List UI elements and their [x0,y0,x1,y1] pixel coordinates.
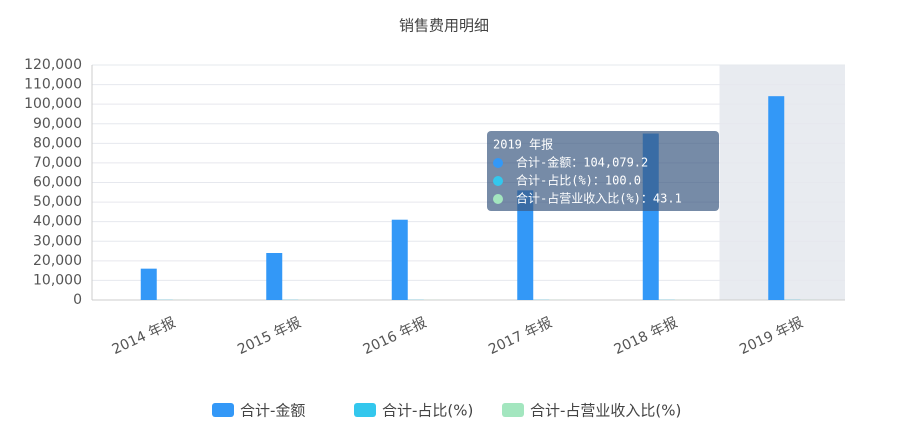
y-tick-label: 50,000 [33,194,82,210]
tooltip-line: 合计-占比(%)：100.0 [516,173,641,188]
tooltip-line: 合计-金额：104,079.2 [516,155,648,170]
tooltip-title: 2019 年报 [493,137,553,152]
legend-swatch [502,403,524,417]
y-tick-label: 80,000 [33,135,82,151]
tooltip-dot [493,194,503,204]
x-tick-label: 2019 年报 [737,315,805,358]
x-tick-label: 2017 年报 [486,315,554,358]
legend-swatch [212,403,234,417]
y-tick-label: 60,000 [33,175,82,191]
legend-label: 合计-金额 [240,402,305,420]
y-tick-label: 40,000 [33,214,82,230]
legend-label: 合计-占比(%) [382,402,473,420]
tooltip-box [487,131,719,211]
tooltip-dot [493,176,503,186]
y-tick-label: 30,000 [33,233,82,249]
y-tick-label: 0 [73,292,82,308]
bar [391,219,408,300]
y-tick-label: 110,000 [24,77,82,93]
bar [517,190,534,300]
bar [768,96,785,301]
tooltip-line: 合计-占营业收入比(%)：43.1 [516,191,682,206]
bar [266,253,283,300]
tooltip-dot [493,158,503,168]
x-tick-label: 2018 年报 [612,315,680,358]
chart-title: 销售费用明细 [399,17,489,35]
x-tick-label: 2015 年报 [235,315,303,358]
y-tick-label: 20,000 [33,253,82,269]
x-tick-label: 2016 年报 [361,315,429,358]
y-tick-label: 100,000 [24,96,82,112]
y-tick-label: 70,000 [33,155,82,171]
legend-label: 合计-占营业收入比(%) [530,402,681,420]
x-tick-label: 2014 年报 [110,315,178,358]
y-tick-label: 120,000 [24,57,82,73]
bar [140,268,157,300]
legend-swatch [354,403,376,417]
y-tick-label: 90,000 [33,116,82,132]
y-tick-label: 10,000 [33,272,82,288]
